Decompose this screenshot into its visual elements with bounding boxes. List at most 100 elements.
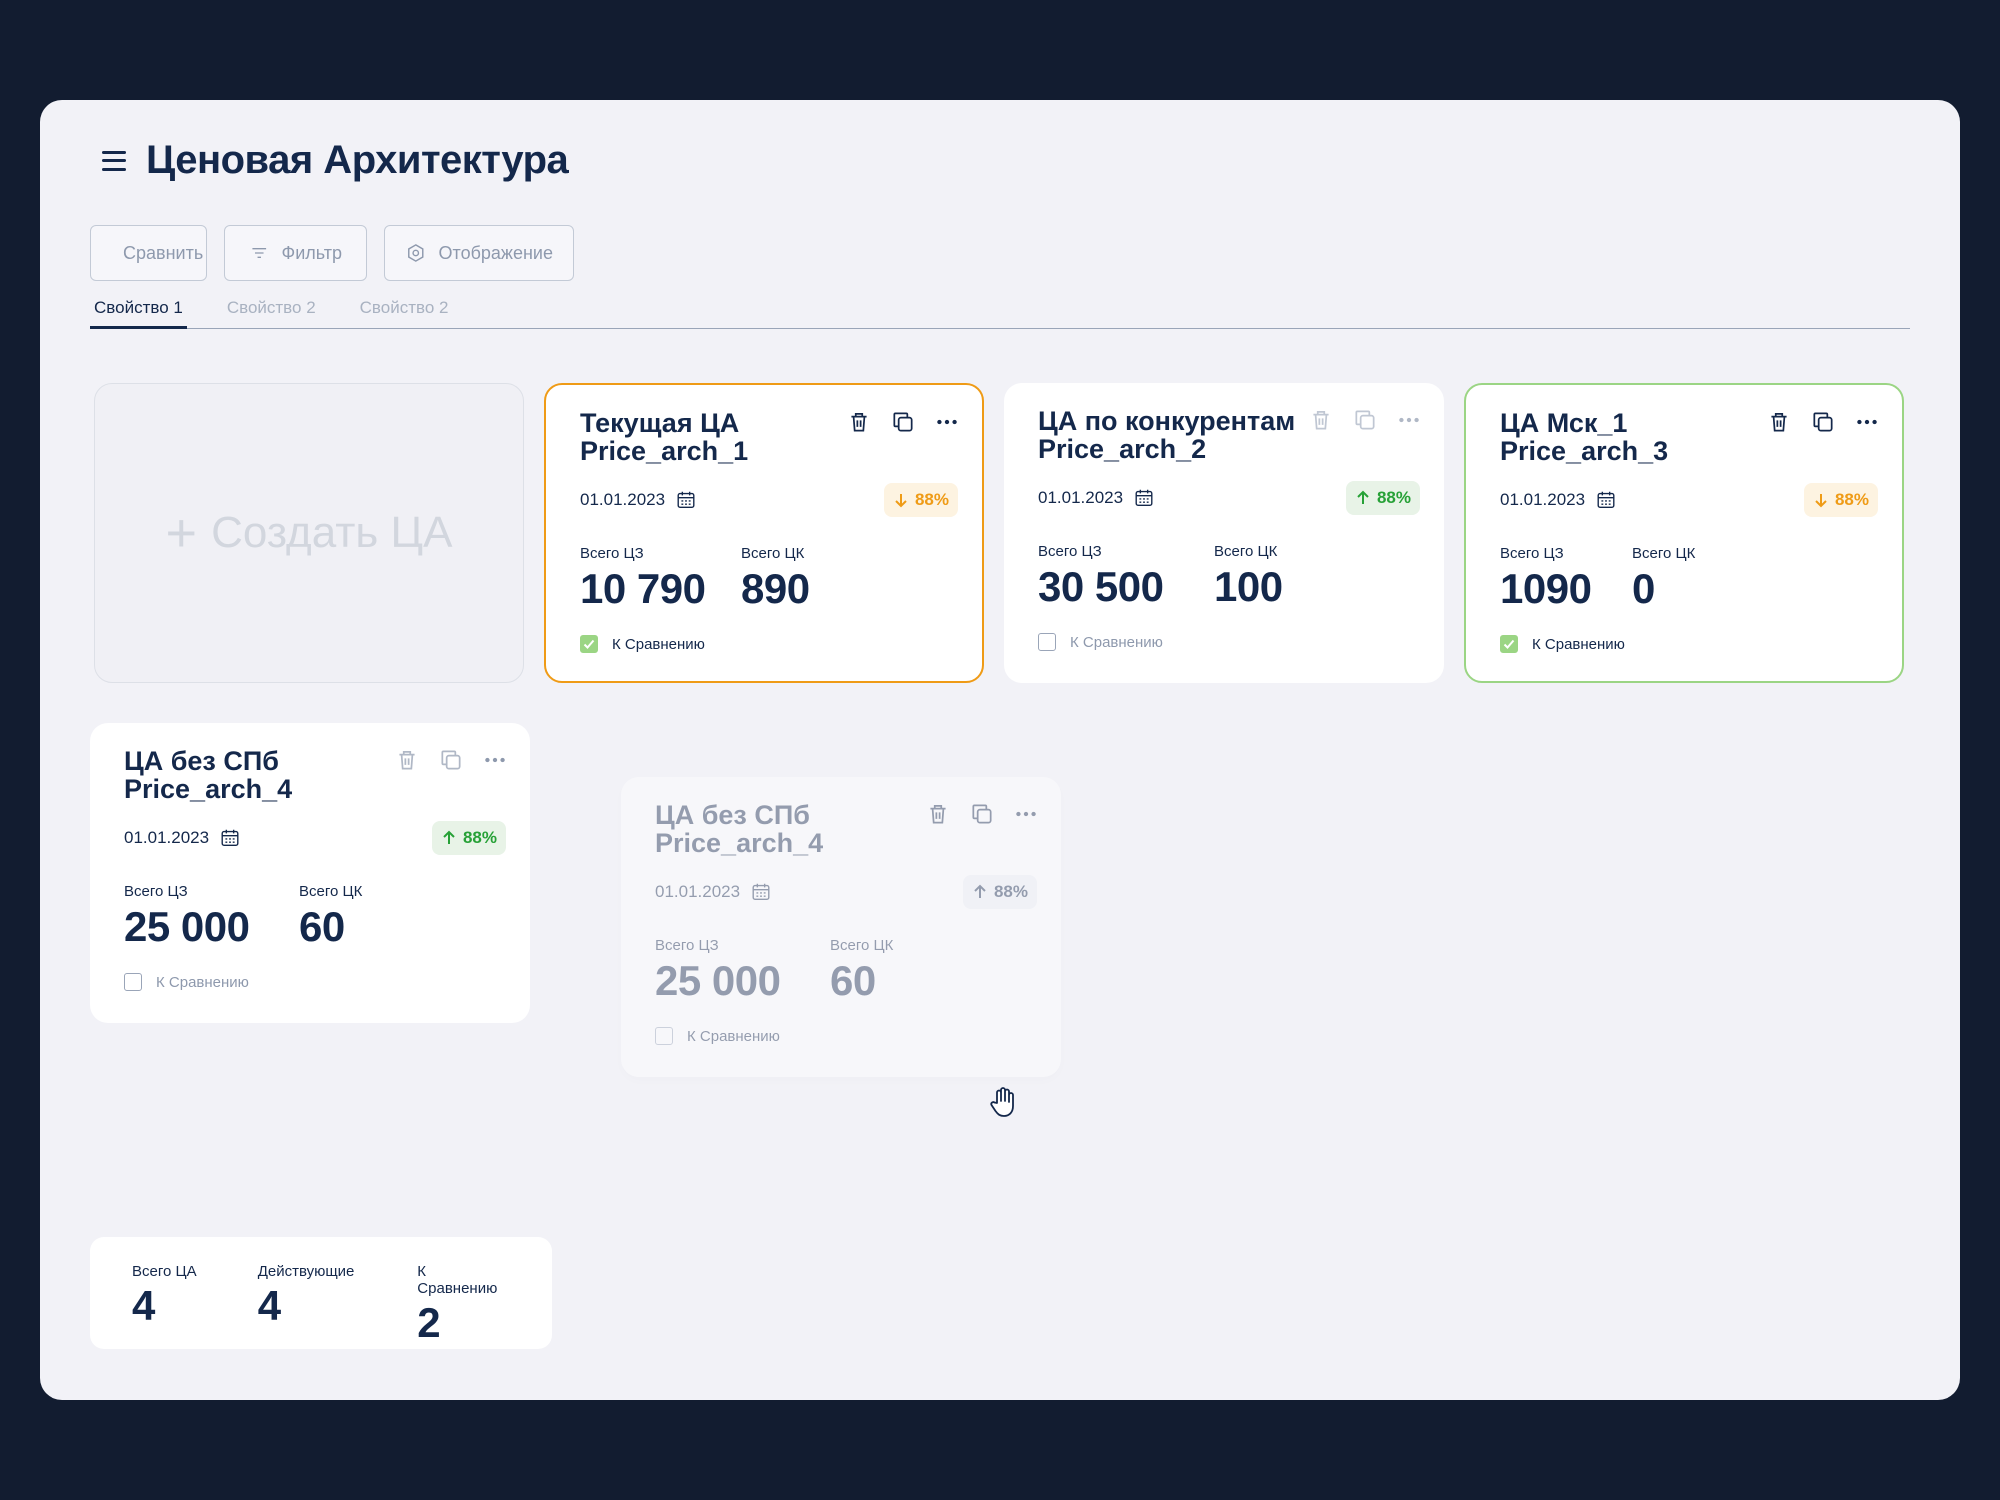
compare-checkbox[interactable] — [124, 973, 142, 991]
dragged-card-ghost[interactable]: ЦА без СПб Price_arch_4 01.01.2023 88% Вс… — [621, 777, 1061, 1077]
trash-icon[interactable] — [1308, 407, 1334, 433]
page-header: Ценовая Архитектура — [102, 138, 569, 183]
metric-cz: Всего ЦЗ 25 000 — [655, 937, 830, 1004]
compare-label: К Сравнению — [612, 635, 705, 653]
card-actions — [394, 747, 508, 773]
arrow-down-icon — [1815, 494, 1827, 508]
copy-icon[interactable] — [438, 747, 464, 773]
card-metrics: Всего ЦЗ 10 790 Всего ЦК 890 — [580, 545, 810, 612]
architecture-card-2[interactable]: ЦА по конкурентам Price_arch_2 01.01.2023… — [1004, 383, 1444, 683]
summary-total: Всего ЦА 4 — [132, 1263, 258, 1328]
trash-icon[interactable] — [925, 801, 951, 827]
card-actions — [925, 801, 1039, 827]
calendar-icon[interactable] — [1595, 489, 1617, 511]
trash-icon[interactable] — [1766, 409, 1792, 435]
summary-active: Действующие 4 — [258, 1263, 418, 1328]
compare-checkbox[interactable] — [580, 635, 598, 653]
arrow-down-icon — [895, 494, 907, 508]
tab-property-3[interactable]: Свойство 2 — [359, 298, 449, 317]
filter-button[interactable]: Фильтр — [224, 225, 367, 281]
check-icon — [1503, 639, 1515, 649]
metric-cz-value: 25 000 — [124, 903, 250, 950]
copy-icon[interactable] — [890, 409, 916, 435]
compare-label: К Сравнению — [1532, 635, 1625, 653]
trash-icon[interactable] — [394, 747, 420, 773]
tab-property-1[interactable]: Свойство 1 — [90, 297, 187, 329]
copy-icon[interactable] — [1352, 407, 1378, 433]
compare-checkbox-row[interactable]: К Сравнению — [1038, 633, 1163, 651]
compare-checkbox-row[interactable]: К Сравнению — [655, 1027, 780, 1045]
card-date-text: 01.01.2023 — [1038, 488, 1124, 507]
metric-ck-label: Всего ЦК — [299, 883, 363, 900]
calendar-icon[interactable] — [675, 489, 697, 511]
metric-ck: Всего ЦК 890 — [741, 545, 810, 612]
trash-icon[interactable] — [846, 409, 872, 435]
summary-total-label: Всего ЦА — [132, 1263, 197, 1280]
card-metrics: Всего ЦЗ 1090 Всего ЦК 0 — [1500, 545, 1695, 612]
menu-icon[interactable] — [102, 150, 126, 171]
card-title: ЦА Мск_1 Price_arch_3 — [1500, 409, 1780, 465]
compare-checkbox[interactable] — [1500, 635, 1518, 653]
card-title-line2: Price_arch_4 — [124, 774, 293, 804]
card-title-line2: Price_arch_2 — [1038, 434, 1207, 464]
card-actions — [846, 409, 960, 435]
arrow-up-icon — [974, 884, 986, 898]
compare-label: К Сравнению — [1070, 633, 1163, 651]
more-icon[interactable] — [1013, 801, 1039, 827]
metric-ck: Всего ЦК 60 — [830, 937, 893, 1004]
create-card-button[interactable]: + Создать ЦА — [94, 383, 524, 683]
metric-cz: Всего ЦЗ 25 000 — [124, 883, 299, 950]
card-actions — [1308, 407, 1422, 433]
page-title: Ценовая Архитектура — [146, 138, 569, 182]
summary-total-value: 4 — [132, 1282, 156, 1329]
copy-icon[interactable] — [969, 801, 995, 827]
check-icon — [583, 639, 595, 649]
summary-compare: К Сравнению 2 — [417, 1263, 510, 1345]
metric-cz-value: 30 500 — [1038, 563, 1164, 610]
filter-button-label: Фильтр — [281, 242, 342, 263]
summary-panel: Всего ЦА 4 Действующие 4 К Сравнению 2 — [90, 1237, 552, 1349]
card-actions — [1766, 409, 1880, 435]
calendar-icon[interactable] — [1133, 487, 1155, 509]
architecture-card-1[interactable]: Текущая ЦА Price_arch_1 01.01.2023 88% Вс… — [544, 383, 984, 683]
card-date: 01.01.2023 — [580, 489, 697, 511]
card-title-line2: Price_arch_4 — [655, 828, 824, 858]
card-title: ЦА без СПб Price_arch_4 — [655, 801, 935, 857]
more-icon[interactable] — [1396, 407, 1422, 433]
trend-value: 88% — [914, 490, 949, 509]
compare-button[interactable]: Сравнить — [90, 225, 207, 281]
more-icon[interactable] — [1854, 409, 1880, 435]
metric-cz: Всего ЦЗ 1090 — [1500, 545, 1632, 612]
compare-checkbox-row[interactable]: К Сравнению — [124, 973, 249, 991]
card-title: ЦА без СПб Price_arch_4 — [124, 747, 404, 803]
card-title-line1: Текущая ЦА — [580, 408, 740, 438]
card-title-line1: ЦА без СПб — [124, 746, 279, 776]
view-button[interactable]: Отображение — [384, 225, 574, 281]
more-icon[interactable] — [934, 409, 960, 435]
metric-cz-label: Всего ЦЗ — [580, 545, 644, 562]
card-metrics: Всего ЦЗ 25 000 Всего ЦК 60 — [124, 883, 362, 950]
compare-checkbox-row[interactable]: К Сравнению — [580, 635, 705, 653]
trend-value: 88% — [993, 882, 1028, 901]
calendar-icon[interactable] — [219, 827, 241, 849]
architecture-card-4[interactable]: ЦА без СПб Price_arch_4 01.01.2023 88% Вс… — [90, 723, 530, 1023]
metric-ck: Всего ЦК 0 — [1632, 545, 1695, 612]
card-date-text: 01.01.2023 — [655, 882, 741, 901]
card-title-line2: Price_arch_3 — [1500, 436, 1669, 466]
tab-property-2[interactable]: Свойство 2 — [226, 298, 316, 317]
trend-badge: 88% — [1803, 483, 1878, 517]
compare-checkbox[interactable] — [655, 1027, 673, 1045]
trend-value: 88% — [1834, 490, 1869, 509]
compare-checkbox[interactable] — [1038, 633, 1056, 651]
grab-cursor-icon — [990, 1087, 1014, 1117]
metric-cz-label: Всего ЦЗ — [655, 937, 719, 954]
metric-ck-label: Всего ЦК — [741, 545, 805, 562]
architecture-card-3[interactable]: ЦА Мск_1 Price_arch_3 01.01.2023 88% Всег… — [1464, 383, 1904, 683]
metric-ck-value: 60 — [299, 903, 345, 950]
metric-ck-label: Всего ЦК — [1214, 543, 1278, 560]
card-date: 01.01.2023 — [1500, 489, 1617, 511]
more-icon[interactable] — [482, 747, 508, 773]
copy-icon[interactable] — [1810, 409, 1836, 435]
compare-checkbox-row[interactable]: К Сравнению — [1500, 635, 1625, 653]
calendar-icon[interactable] — [750, 881, 772, 903]
